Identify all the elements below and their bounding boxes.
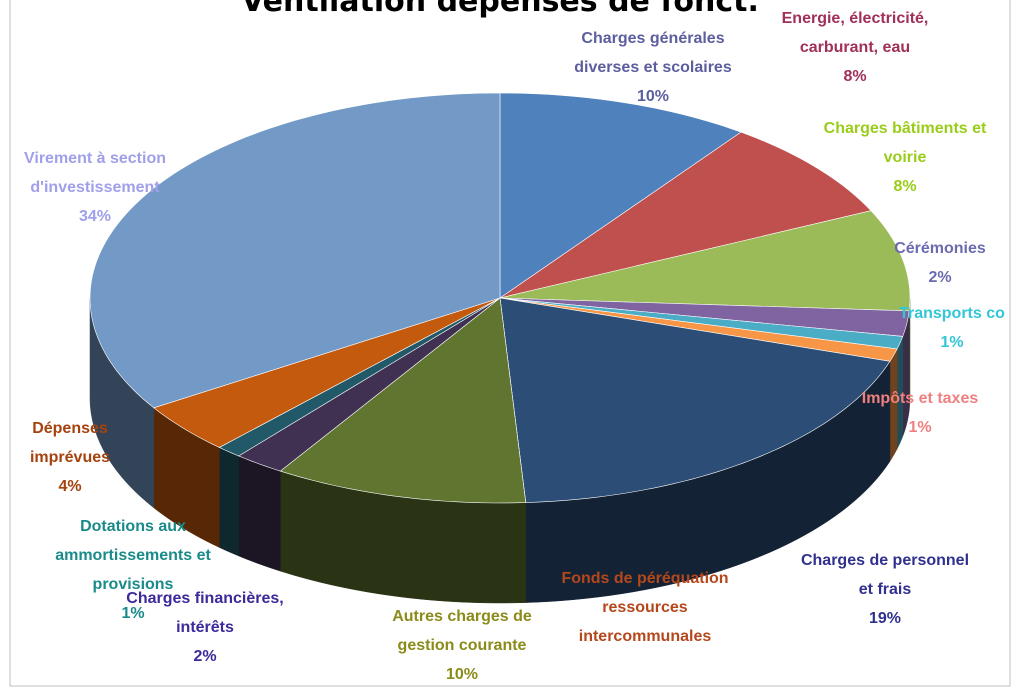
value-label: 1% xyxy=(940,334,964,351)
slice-label: Autres charges de gestion courante 10% xyxy=(372,602,552,689)
value-label: 34% xyxy=(78,208,112,225)
category-label: Charges bâtiments et voirie xyxy=(823,120,987,166)
slice-label: Charges générales diverses et scolaires 1… xyxy=(553,24,753,111)
category-label: Autres charges de gestion courante xyxy=(392,608,532,654)
slice-label: Energie, électricité, carburant, eau 8% xyxy=(755,4,955,91)
slice-label: Dotations aux ammortissements et provisi… xyxy=(38,512,228,628)
value-label: 10% xyxy=(636,88,670,105)
slice-label: Charges de personnel et frais 19% xyxy=(800,546,970,633)
slice xyxy=(499,92,742,299)
slice-label: Fonds de péréquation ressources intercom… xyxy=(555,564,735,651)
category-label: Impôts et taxes xyxy=(861,390,979,407)
frame xyxy=(9,0,1011,687)
value-label: 8% xyxy=(843,68,867,85)
slice-label: Transports co 1% xyxy=(882,299,1017,357)
category-label: Transports co xyxy=(899,305,1005,322)
value-label: 2% xyxy=(193,648,217,665)
category-label: Cérémonies xyxy=(894,240,986,257)
category-label: Charges de personnel et frais xyxy=(800,552,970,598)
value-label: 2% xyxy=(928,269,952,286)
slice xyxy=(89,92,501,409)
slice-label: Cérémonies 2% xyxy=(875,234,1005,292)
slice xyxy=(499,297,891,503)
chart-title: Ventilation dépenses de fonct. xyxy=(241,0,759,19)
category-label: Virement à section d'investissement xyxy=(24,150,166,196)
category-label: Dotations aux ammortissements et provisi… xyxy=(55,518,211,593)
value-label: 8% xyxy=(893,178,917,195)
slice-label: Virement à section d'investissement 34% xyxy=(0,144,190,231)
category-label: Energie, électricité, carburant, eau xyxy=(781,10,929,56)
slice xyxy=(499,210,911,312)
slice-label: Impôts et taxes 1% xyxy=(840,384,1000,442)
slice xyxy=(153,297,501,448)
category-label: Dépenses imprévues xyxy=(29,420,111,466)
category-label: Fonds de péréquation ressources intercom… xyxy=(561,570,729,645)
slice-label: Charges bâtiments et voirie 8% xyxy=(815,114,995,201)
value-label: 1% xyxy=(121,605,145,622)
slice xyxy=(499,131,872,299)
slice xyxy=(279,297,527,504)
category-label: Charges financières, intérêts xyxy=(126,590,284,636)
slice xyxy=(237,297,501,472)
slice-label: Dépenses imprévues 4% xyxy=(15,414,125,501)
value-label: 10% xyxy=(445,666,479,683)
slice-side xyxy=(238,455,281,572)
value-label: 19% xyxy=(868,610,902,627)
slice-label: Charges financières, intérêts 2% xyxy=(105,584,305,671)
value-label: 1% xyxy=(908,419,932,436)
value-label: 4% xyxy=(58,478,82,495)
category-label: Charges générales diverses et scolaires xyxy=(574,30,732,76)
